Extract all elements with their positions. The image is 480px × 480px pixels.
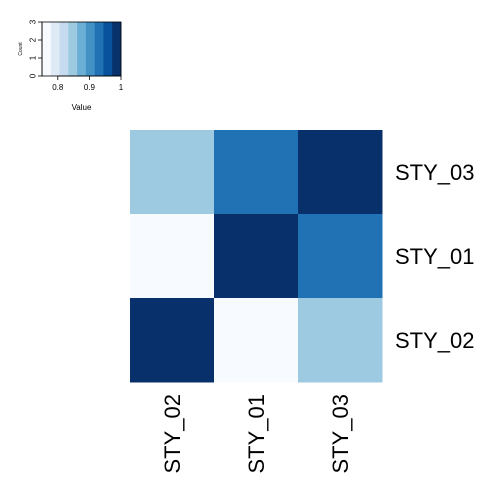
- color-key-swatch: [77, 22, 87, 76]
- color-key-x-axis: 0.8 0.9 1: [52, 75, 124, 92]
- color-key-swatch: [94, 22, 104, 76]
- color-key-swatch: [50, 22, 60, 76]
- color-key-swatches: [42, 22, 122, 76]
- heatmap-cell: [214, 214, 299, 299]
- heatmap-cell: [214, 298, 299, 383]
- column-label: STY_01: [244, 394, 269, 474]
- color-key-x-tick-label: 1: [119, 83, 124, 92]
- heatmap-cell: [130, 130, 215, 215]
- row-label: STY_02: [395, 328, 475, 353]
- color-key-swatch: [85, 22, 95, 76]
- heatmap-cell: [298, 298, 383, 383]
- row-label: STY_03: [395, 160, 475, 185]
- color-key-y-tick-label: 0: [29, 73, 38, 78]
- color-key: 0.8 0.9 1 0 1 2 3 Value Count: [18, 19, 124, 112]
- color-key-x-label: Value: [72, 103, 92, 112]
- color-key-swatch: [112, 22, 122, 76]
- color-key-y-tick-label: 2: [29, 37, 38, 42]
- color-key-swatch: [103, 22, 113, 76]
- color-key-swatch: [59, 22, 69, 76]
- row-labels: STY_03 STY_01 STY_02: [395, 160, 475, 353]
- heatmap-cell: [214, 130, 299, 215]
- heatmap-cell: [298, 130, 383, 215]
- color-key-y-label: Count: [18, 42, 24, 56]
- color-key-x-tick-label: 0.8: [52, 83, 64, 92]
- heatmap-cell: [130, 214, 215, 299]
- column-labels: STY_02 STY_01 STY_03: [160, 394, 353, 474]
- color-key-y-tick-label: 3: [29, 19, 38, 24]
- heatmap-cells: [130, 130, 383, 383]
- column-label: STY_03: [328, 394, 353, 474]
- color-key-y-axis: 0 1 2 3: [29, 19, 43, 78]
- row-label: STY_01: [395, 244, 475, 269]
- color-key-swatch: [42, 22, 52, 76]
- color-key-y-tick-label: 1: [29, 55, 38, 60]
- column-label: STY_02: [160, 394, 185, 474]
- color-key-swatch: [68, 22, 78, 76]
- color-key-x-tick-label: 0.9: [84, 83, 96, 92]
- heatmap-cell: [298, 214, 383, 299]
- heatmap-cell: [130, 298, 215, 383]
